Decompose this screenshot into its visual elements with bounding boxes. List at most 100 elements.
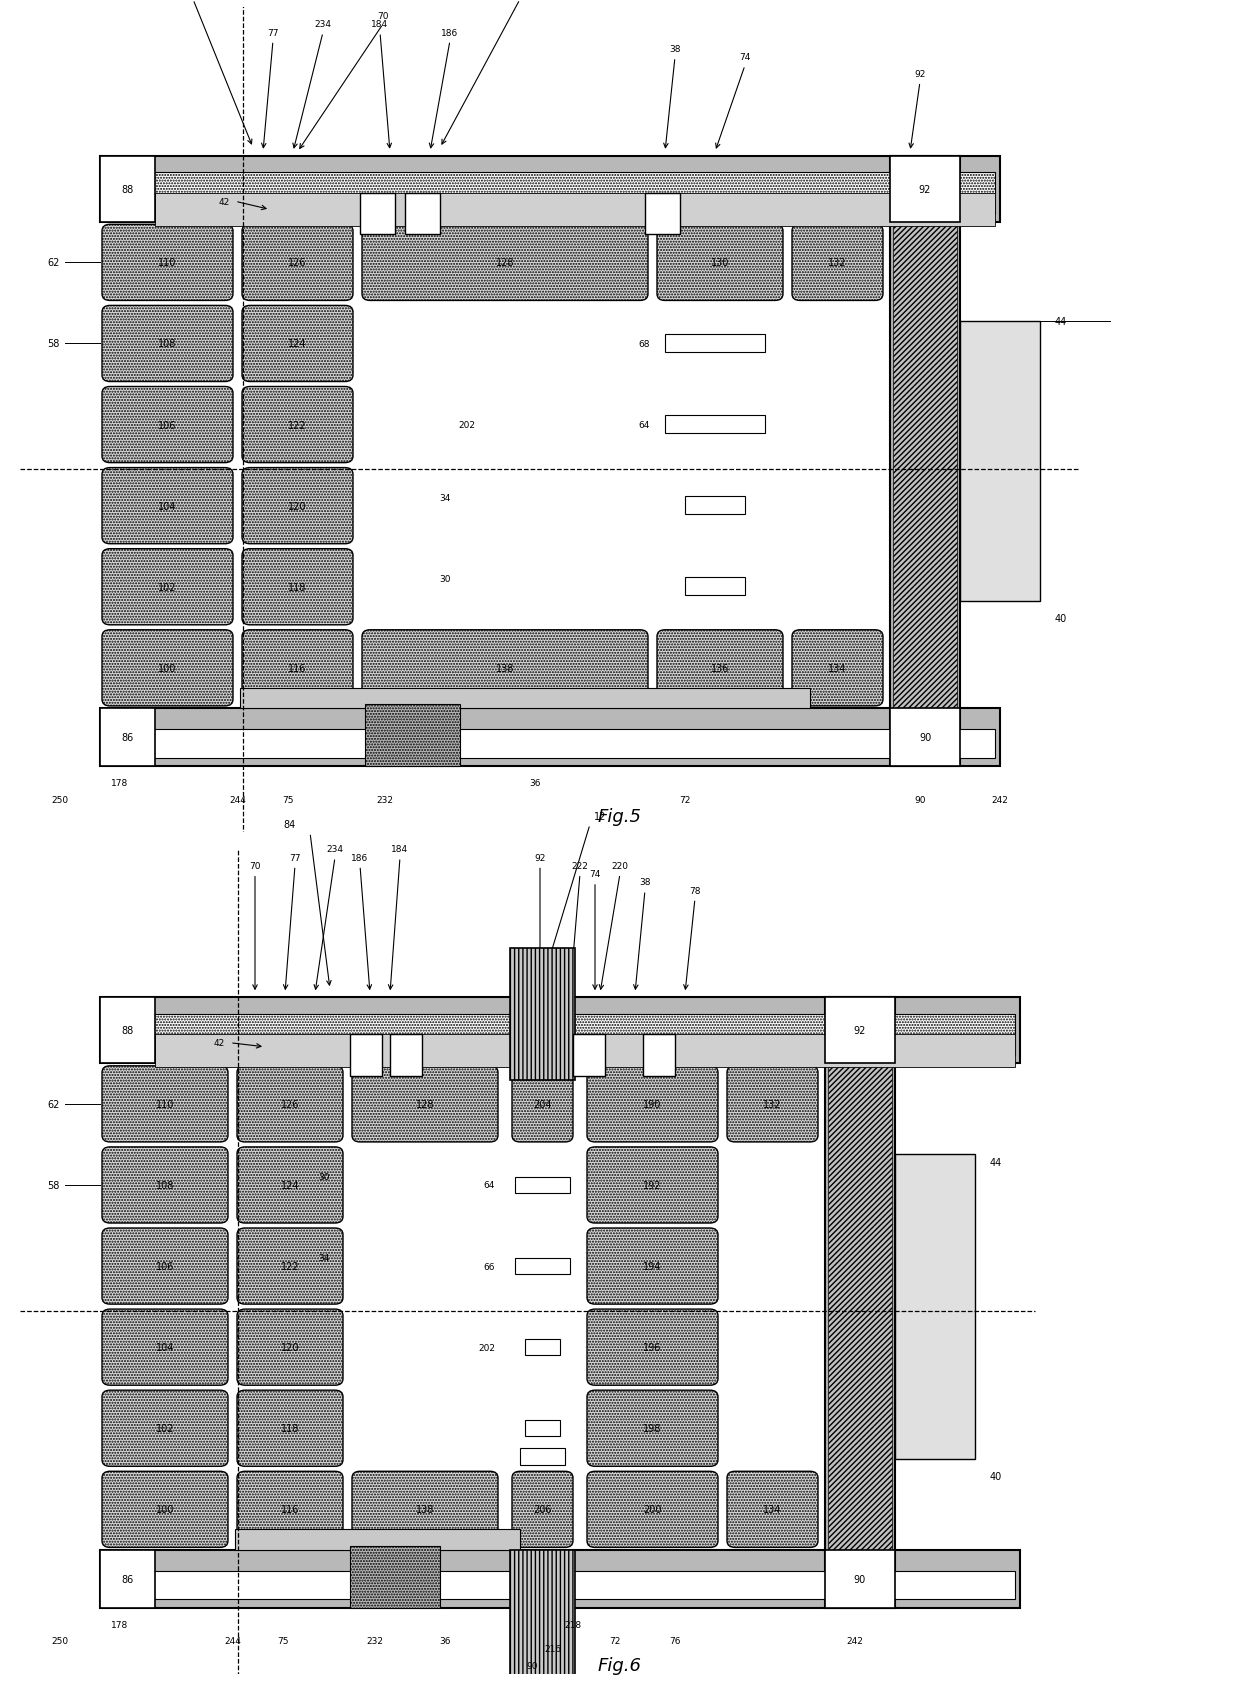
Text: 244: 244	[224, 1637, 242, 1645]
Bar	[665, 335, 765, 353]
Text: 220: 220	[611, 861, 629, 870]
Text: 106: 106	[159, 420, 176, 431]
Text: 76: 76	[670, 1637, 681, 1645]
Bar	[515, 1258, 570, 1275]
Text: 42: 42	[218, 197, 229, 207]
FancyBboxPatch shape	[102, 1391, 228, 1467]
Text: 234: 234	[326, 844, 343, 854]
Text: 130: 130	[711, 259, 729, 267]
FancyBboxPatch shape	[237, 1309, 343, 1386]
Bar	[665, 415, 765, 434]
Text: 100: 100	[156, 1504, 174, 1514]
Text: 36: 36	[529, 779, 541, 787]
Text: 118: 118	[280, 1423, 299, 1433]
Text: 178: 178	[112, 779, 129, 787]
Bar	[960, 321, 1040, 602]
Text: 70: 70	[377, 12, 389, 22]
FancyBboxPatch shape	[352, 1066, 498, 1142]
Text: 110: 110	[156, 1100, 174, 1108]
FancyBboxPatch shape	[792, 225, 883, 301]
Text: 134: 134	[764, 1504, 781, 1514]
FancyBboxPatch shape	[587, 1147, 718, 1223]
Text: 70: 70	[249, 861, 260, 870]
Text: 186: 186	[351, 853, 368, 863]
Bar	[105, 1571, 1016, 1600]
Text: 234: 234	[315, 20, 331, 29]
FancyBboxPatch shape	[237, 1228, 343, 1304]
FancyBboxPatch shape	[792, 631, 883, 706]
Text: 116: 116	[289, 663, 306, 673]
Bar	[515, 1177, 570, 1194]
FancyBboxPatch shape	[242, 306, 353, 382]
FancyBboxPatch shape	[102, 1147, 228, 1223]
Text: 110: 110	[159, 259, 176, 267]
FancyBboxPatch shape	[657, 631, 782, 706]
Text: 62: 62	[47, 259, 60, 267]
FancyBboxPatch shape	[657, 225, 782, 301]
Text: 92: 92	[919, 185, 931, 195]
Text: 86: 86	[122, 1574, 134, 1584]
Text: 184: 184	[392, 844, 408, 854]
FancyBboxPatch shape	[512, 1472, 573, 1547]
Text: 116: 116	[280, 1504, 299, 1514]
FancyBboxPatch shape	[237, 1066, 343, 1142]
Text: 36: 36	[439, 1637, 451, 1645]
Bar	[105, 730, 994, 759]
Text: 58: 58	[47, 340, 60, 350]
Text: 66: 66	[484, 1262, 495, 1272]
Text: 84: 84	[284, 819, 296, 829]
Bar	[825, 997, 895, 1608]
Text: 90: 90	[527, 1660, 538, 1670]
Text: 118: 118	[289, 582, 306, 592]
Text: 92: 92	[854, 1026, 867, 1036]
Text: 90: 90	[914, 796, 926, 804]
FancyBboxPatch shape	[102, 550, 233, 626]
Text: 204: 204	[533, 1100, 552, 1108]
Text: 120: 120	[288, 501, 306, 511]
Text: 38: 38	[670, 45, 681, 54]
Bar	[100, 710, 155, 767]
Text: 88: 88	[122, 185, 134, 195]
Text: 184: 184	[372, 20, 388, 29]
FancyBboxPatch shape	[102, 631, 233, 706]
Text: 126: 126	[288, 259, 306, 267]
Text: 40: 40	[990, 1470, 1002, 1480]
Text: 242: 242	[992, 796, 1008, 804]
Text: 30: 30	[319, 1172, 330, 1181]
Text: 216: 216	[544, 1645, 560, 1653]
Bar	[350, 1034, 382, 1076]
Text: 100: 100	[159, 663, 176, 673]
FancyBboxPatch shape	[587, 1309, 718, 1386]
FancyBboxPatch shape	[362, 225, 649, 301]
Bar	[684, 577, 745, 595]
Bar	[890, 156, 960, 767]
Bar	[100, 156, 155, 222]
Bar	[525, 1420, 560, 1436]
Bar	[890, 710, 960, 767]
FancyBboxPatch shape	[237, 1147, 343, 1223]
Text: 122: 122	[280, 1262, 299, 1272]
Text: 92: 92	[534, 853, 546, 863]
Text: 72: 72	[680, 796, 691, 804]
Text: 250: 250	[51, 796, 68, 804]
Bar	[155, 193, 994, 227]
Text: 74: 74	[589, 870, 600, 878]
Bar	[525, 1339, 560, 1356]
Text: 128: 128	[415, 1100, 434, 1108]
Bar	[825, 997, 895, 1063]
FancyBboxPatch shape	[242, 631, 353, 706]
Bar	[895, 1154, 975, 1460]
Bar	[405, 193, 440, 235]
Text: 104: 104	[159, 501, 176, 511]
Bar	[100, 997, 1021, 1063]
Text: Fig.6: Fig.6	[598, 1657, 642, 1674]
Text: 124: 124	[280, 1181, 299, 1191]
Bar	[391, 1034, 422, 1076]
Text: 192: 192	[644, 1181, 662, 1191]
Text: 250: 250	[51, 1637, 68, 1645]
FancyBboxPatch shape	[242, 550, 353, 626]
FancyBboxPatch shape	[102, 1309, 228, 1386]
Text: 186: 186	[441, 29, 459, 37]
Text: 178: 178	[112, 1620, 129, 1628]
Text: 74: 74	[739, 54, 750, 62]
